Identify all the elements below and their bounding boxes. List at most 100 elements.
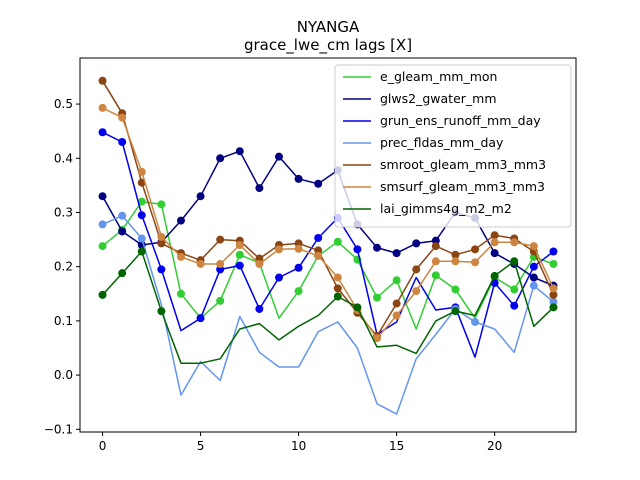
series-line-grun_ens_runoff_mm_day: [102, 131, 554, 358]
y-tick-label: 0.1: [54, 314, 73, 328]
data-point: [412, 239, 421, 248]
legend-item: grun_ens_runoff_mm_day: [343, 113, 541, 128]
x-tick-label: 15: [389, 439, 404, 453]
legend: e_gleam_mm_mon glws2_gwater_mm grun_ens_ru…: [334, 64, 572, 228]
data-point: [510, 257, 519, 266]
data-point: [431, 257, 440, 266]
data-point: [451, 250, 460, 259]
y-tick-label: 0.5: [54, 97, 73, 111]
data-point: [412, 287, 421, 296]
data-point: [137, 247, 146, 256]
series-line-e_gleam_mm_mon: [102, 200, 554, 330]
x-tick-label: 0: [99, 439, 107, 453]
x-tick-label: 10: [291, 439, 306, 453]
data-point: [490, 249, 499, 258]
data-point: [333, 292, 342, 301]
data-point: [471, 258, 480, 267]
data-point: [529, 281, 538, 290]
data-point: [333, 237, 342, 246]
data-point: [353, 245, 362, 254]
data-point: [157, 239, 166, 248]
data-point: [451, 285, 460, 294]
data-point: [137, 167, 146, 176]
axes-frame: [79, 57, 577, 433]
data-point: [471, 245, 480, 254]
data-point: [137, 234, 146, 243]
data-point: [196, 192, 205, 201]
legend-item: smsurf_gleam_mm3_mm3: [343, 179, 545, 194]
data-point: [314, 251, 323, 260]
y-tick-label: 0.4: [54, 151, 73, 165]
data-point: [274, 245, 283, 254]
data-point: [255, 304, 264, 313]
data-point: [529, 262, 538, 271]
data-point: [98, 76, 107, 85]
data-point: [431, 271, 440, 280]
data-point: [333, 284, 342, 293]
data-point: [157, 200, 166, 209]
data-point: [412, 265, 421, 274]
data-point: [490, 238, 499, 247]
data-point: [529, 242, 538, 251]
data-point: [98, 128, 107, 137]
data-point: [216, 296, 225, 305]
data-point: [353, 303, 362, 312]
data-point: [98, 220, 107, 229]
data-point: [255, 184, 264, 193]
data-point: [176, 252, 185, 261]
legend-box: [334, 64, 572, 228]
data-point: [235, 241, 244, 249]
data-point: [471, 317, 480, 326]
data-point: [176, 216, 185, 225]
y-tick-label: −0.1: [44, 422, 73, 436]
data-point: [98, 242, 107, 251]
data-point: [274, 273, 283, 282]
data-point: [451, 257, 460, 266]
chart-title: NYANGA: [297, 18, 360, 36]
data-point: [510, 238, 519, 247]
data-point: [373, 293, 382, 302]
legend-label: prec_fldas_mm_day: [380, 135, 504, 150]
data-point: [373, 334, 382, 343]
data-point: [510, 301, 519, 310]
data-point: [274, 152, 283, 161]
data-point: [294, 244, 303, 253]
legend-item: prec_fldas_mm_day: [343, 135, 504, 150]
legend-item: glws2_gwater_mm: [343, 91, 497, 106]
data-point: [392, 299, 401, 308]
data-point: [529, 273, 538, 282]
data-point: [392, 311, 401, 320]
data-point: [549, 247, 558, 256]
data-point: [490, 231, 499, 240]
x-tick-label: 5: [197, 439, 205, 453]
data-point: [392, 249, 401, 258]
x-tick-label: 20: [487, 439, 502, 453]
data-point: [314, 179, 323, 188]
legend-label: grun_ens_runoff_mm_day: [380, 113, 541, 128]
data-point: [118, 227, 127, 236]
data-point: [510, 285, 519, 294]
legend-item: lai_gimms4g_m2_m2: [343, 201, 512, 216]
data-point: [196, 259, 205, 268]
data-point: [118, 113, 127, 122]
series-line-lai_gimms4g_m2_m2: [101, 250, 555, 364]
data-point: [157, 232, 166, 241]
data-point: [294, 174, 303, 183]
data-point: [392, 276, 401, 285]
y-tick-label: 0.0: [54, 368, 73, 382]
y-tick-label: 0.3: [54, 205, 73, 219]
data-point: [235, 147, 244, 156]
legend-item: e_gleam_mm_mon: [343, 69, 497, 84]
legend-label: lai_gimms4g_m2_m2: [380, 201, 512, 216]
series-lai_gimms4g_m2_m2: [98, 247, 558, 364]
series-grun_ens_runoff_mm_day: [98, 128, 558, 358]
data-point: [137, 211, 146, 220]
data-point: [196, 314, 205, 323]
data-point: [118, 138, 127, 147]
data-point: [294, 263, 303, 272]
legend-label: smsurf_gleam_mm3_mm3: [380, 179, 545, 194]
data-point: [255, 259, 264, 268]
data-point: [451, 307, 460, 316]
y-tick-label: 0.2: [54, 260, 73, 274]
